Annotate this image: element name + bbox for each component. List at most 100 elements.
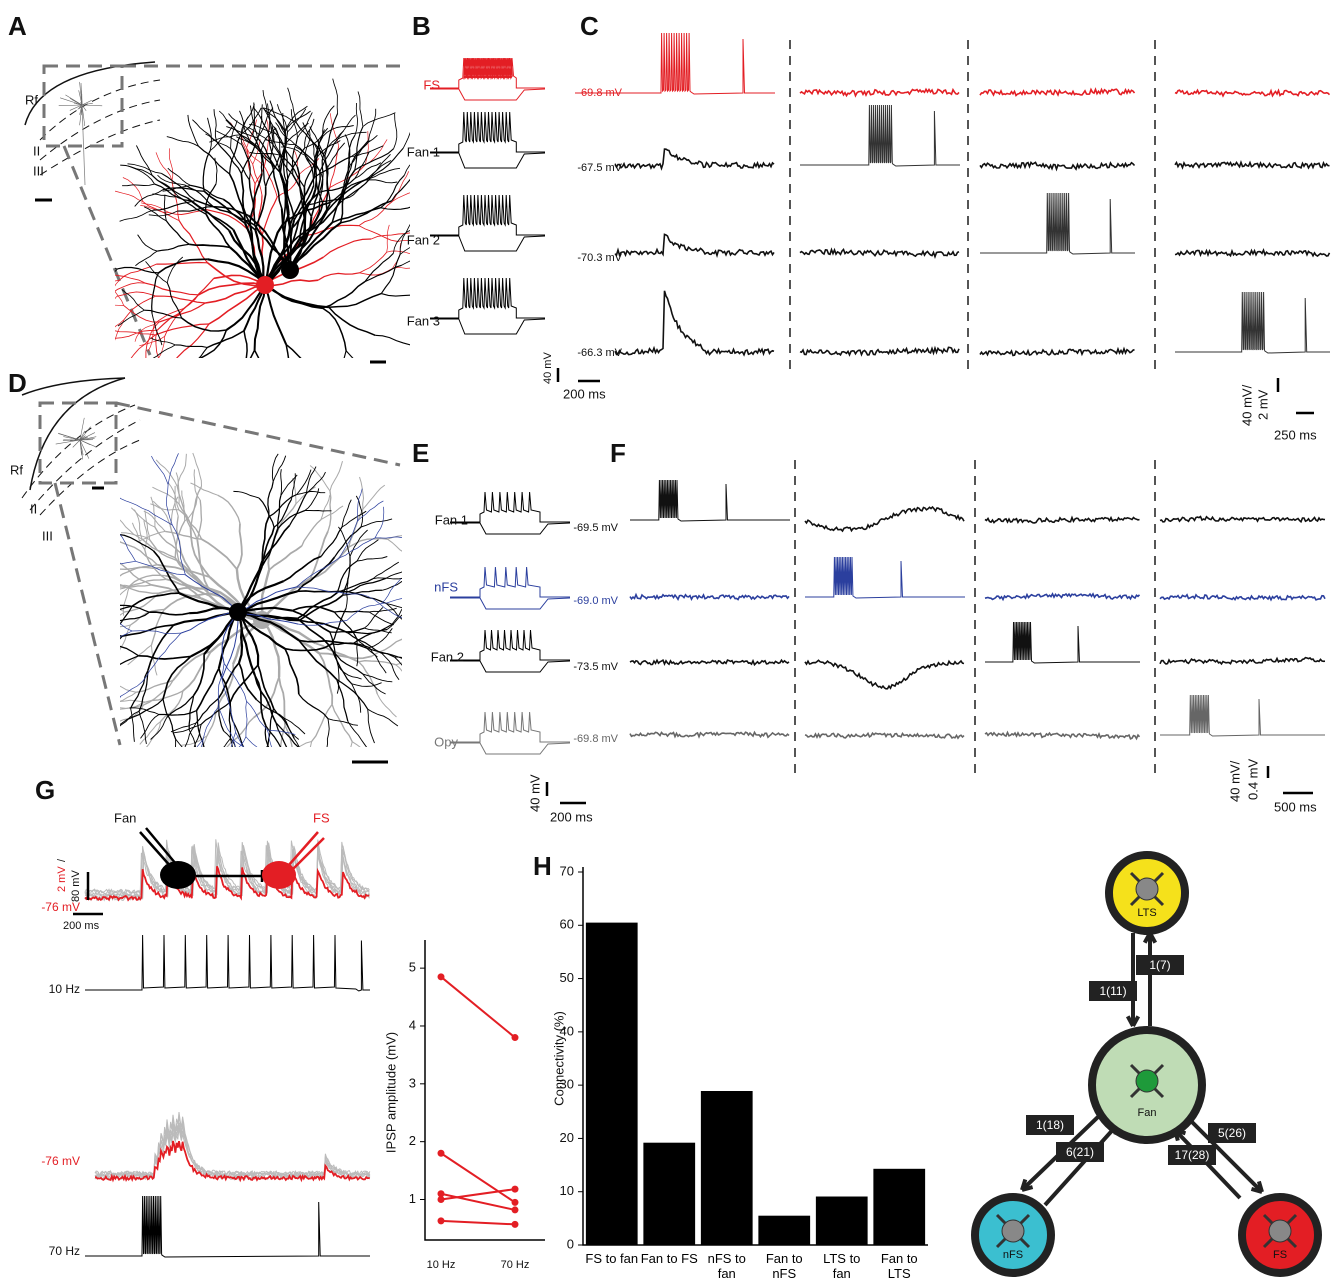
trace xyxy=(1160,517,1325,522)
y-tick-label: 3 xyxy=(409,1075,416,1090)
neurite xyxy=(363,485,385,509)
x-tick-label: nFS to fan xyxy=(698,1251,756,1281)
neurite xyxy=(68,603,98,613)
trace xyxy=(450,661,570,672)
trace xyxy=(430,89,545,100)
cell-soma xyxy=(1136,1070,1158,1092)
neurite xyxy=(164,195,166,221)
trace-label: 10 Hz xyxy=(49,982,80,996)
trace xyxy=(450,743,570,754)
neurite xyxy=(157,244,189,251)
neurite xyxy=(163,656,191,699)
neurite xyxy=(152,273,159,314)
neurite xyxy=(392,268,419,269)
neurite xyxy=(212,739,230,762)
trace xyxy=(1175,162,1330,168)
neurite xyxy=(156,296,206,303)
layer-label: III xyxy=(33,163,44,178)
neurite xyxy=(188,115,199,146)
neurite xyxy=(355,103,358,135)
neurite xyxy=(156,324,209,335)
trace-label: Fan 1 xyxy=(407,144,440,159)
cell-soma xyxy=(1002,1220,1024,1242)
trace xyxy=(805,507,964,531)
x-tick-wrap: FS to fan xyxy=(583,1251,641,1285)
neurite xyxy=(327,178,370,212)
neurite xyxy=(330,628,364,632)
neurite xyxy=(297,491,326,494)
trace xyxy=(800,105,960,166)
neurite xyxy=(233,491,259,498)
neurite xyxy=(99,720,126,740)
trace xyxy=(450,630,570,660)
neurite xyxy=(131,359,146,387)
neurite xyxy=(138,235,158,251)
neurite xyxy=(375,507,384,538)
neurite xyxy=(202,539,237,569)
neurite xyxy=(212,424,225,455)
neurite xyxy=(393,189,424,201)
neurite xyxy=(189,244,230,247)
neurite xyxy=(181,371,185,396)
neurite xyxy=(412,217,441,232)
trace-label: nFS xyxy=(434,579,458,594)
trace xyxy=(85,1196,370,1257)
neurite xyxy=(97,320,124,337)
node-label: Fan xyxy=(1138,1107,1157,1119)
neurite xyxy=(80,440,90,445)
panel-label: A xyxy=(8,11,27,41)
neurite xyxy=(342,500,351,527)
y-tick-label: 1 xyxy=(409,1191,416,1206)
scale-label: 2 mV xyxy=(1255,389,1270,420)
neurite xyxy=(124,296,156,319)
neurite xyxy=(323,308,347,351)
trace xyxy=(985,622,1140,663)
neurite xyxy=(262,525,289,561)
node-label: LTS xyxy=(1137,907,1156,919)
neurite xyxy=(94,605,118,613)
neurite xyxy=(143,392,174,406)
neurite xyxy=(74,617,95,641)
panel-label: B xyxy=(412,11,431,41)
trace xyxy=(430,195,545,235)
neurite xyxy=(346,351,376,378)
y-tick-label: 20 xyxy=(560,1130,574,1145)
neurite xyxy=(328,143,345,167)
scale-bars xyxy=(73,368,1314,914)
layer-label: II xyxy=(30,501,37,516)
panel-label: G xyxy=(35,775,55,805)
neuron-a xyxy=(68,79,459,461)
data-point xyxy=(512,1186,519,1193)
neurite xyxy=(174,739,176,773)
neurite xyxy=(299,640,337,679)
neurite xyxy=(375,335,417,347)
neurite xyxy=(268,745,272,774)
neurite xyxy=(202,746,228,762)
layer-label: Rf xyxy=(25,92,38,107)
neurite xyxy=(120,210,153,221)
neurite xyxy=(140,390,174,393)
x-tick-wrap: LTS to fan xyxy=(813,1251,871,1285)
trace xyxy=(615,234,774,255)
series-line xyxy=(441,977,515,1038)
neurite xyxy=(381,294,425,296)
neurite xyxy=(63,560,95,569)
neurite xyxy=(102,625,131,634)
cell-soma xyxy=(1136,878,1158,900)
neurite xyxy=(135,190,163,207)
neurite xyxy=(117,367,126,401)
neurite xyxy=(233,230,265,285)
neurite xyxy=(163,373,172,406)
x-tick-wrap: nFS to fan xyxy=(698,1251,756,1285)
neurite xyxy=(77,647,97,671)
neurite xyxy=(254,773,257,808)
neurite xyxy=(334,611,369,612)
bar xyxy=(586,923,638,1245)
neurite xyxy=(108,278,124,306)
neurite xyxy=(322,380,357,399)
neurite xyxy=(236,732,254,772)
trace-label: Fan 1 xyxy=(435,512,468,527)
network-diagram: LTSFannFSFS1(11)1(7)1(18)6(21)5(26)17(28… xyxy=(975,855,1318,1273)
neurite xyxy=(262,398,278,418)
neurite xyxy=(58,433,80,440)
